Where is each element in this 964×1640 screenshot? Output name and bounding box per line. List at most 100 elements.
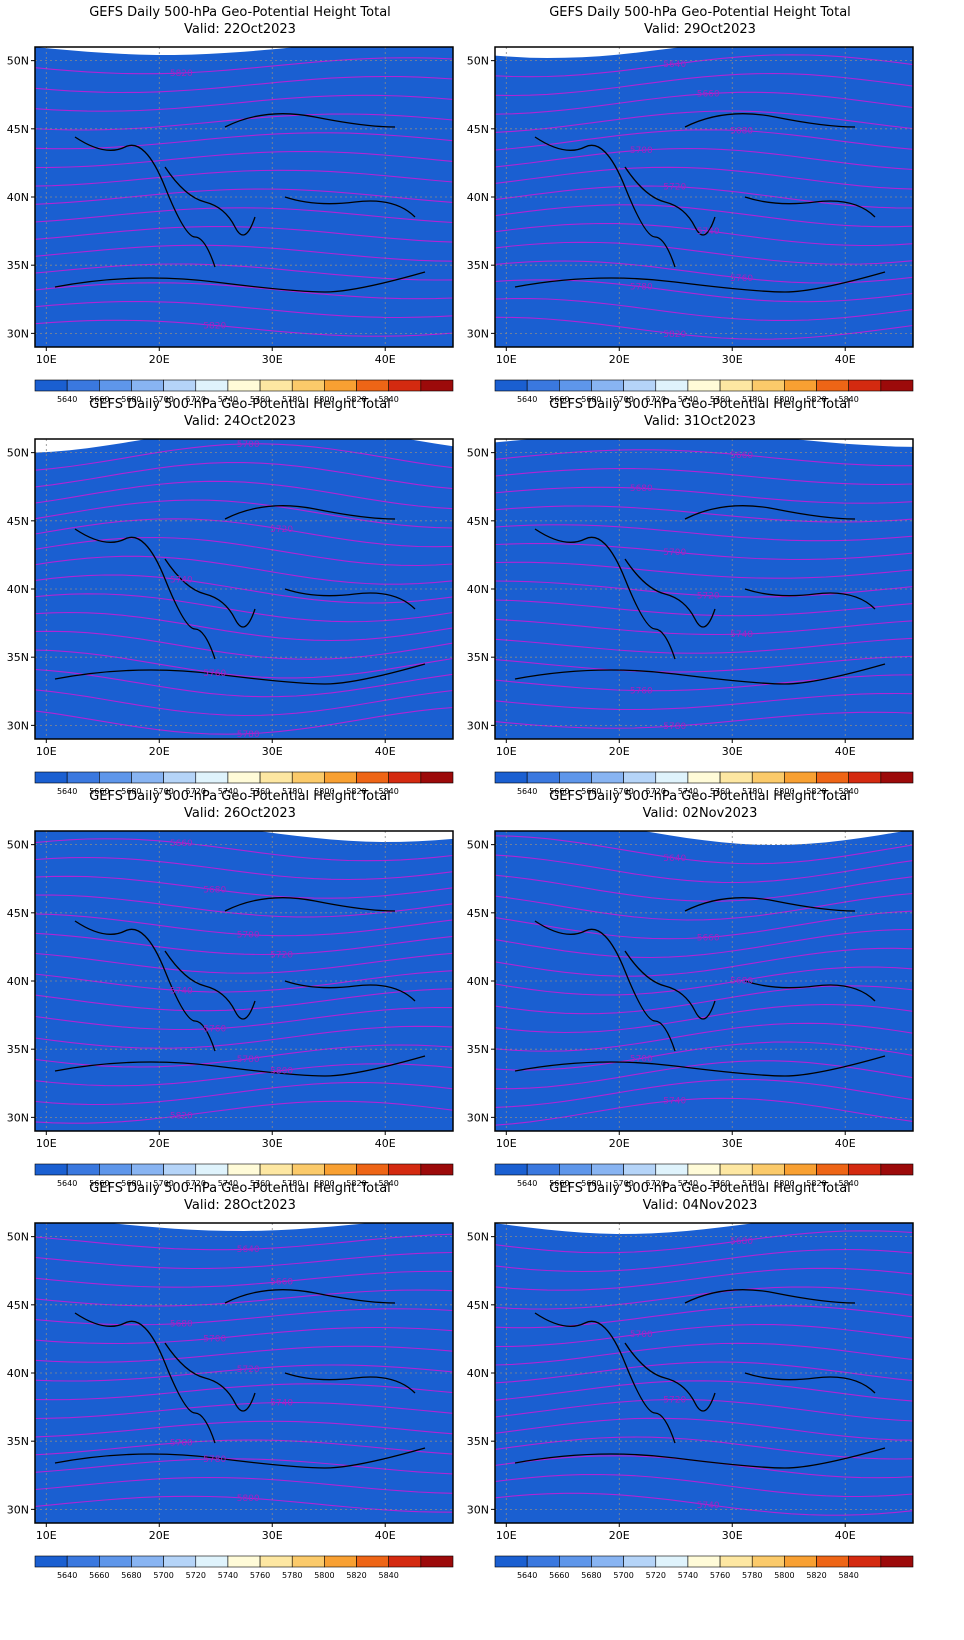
contour-line bbox=[35, 1495, 453, 1513]
contour-line bbox=[495, 110, 913, 133]
contour-label: 5640 bbox=[663, 854, 686, 864]
colorbar-label: 5760 bbox=[710, 1571, 730, 1580]
contour-label: 5700 bbox=[237, 440, 260, 450]
coastline bbox=[514, 1289, 886, 1469]
panel-valid-date: Valid: 28Oct2023 bbox=[184, 1198, 296, 1213]
contour-line bbox=[35, 207, 453, 224]
panel-title: GEFS Daily 500-hPa Geo-Potential Height … bbox=[89, 1181, 391, 1196]
contour-line bbox=[495, 1492, 913, 1516]
colorbar-label: 5780 bbox=[282, 395, 302, 404]
colorbar-swatch bbox=[324, 1555, 357, 1568]
colorbar-label: 5820 bbox=[346, 787, 366, 796]
contour-label: 5740 bbox=[697, 227, 720, 237]
colorbar-swatch bbox=[131, 1163, 164, 1176]
x-tick-label: 30E bbox=[262, 1137, 283, 1150]
colorbar: 5640 5660 5680 5700 5720 5740 5760 5780 5800 5820… bbox=[34, 1555, 454, 1580]
contour-line bbox=[35, 1063, 453, 1087]
colorbar-label: 5800 bbox=[774, 1179, 794, 1188]
colorbar-label: 5660 bbox=[549, 1179, 569, 1188]
x-tick-label: 40E bbox=[835, 1529, 856, 1542]
map-panel: GEFS Daily 500-hPa Geo-Potential Height … bbox=[460, 1176, 940, 1586]
colorbar-label: 5780 bbox=[742, 1571, 762, 1580]
contour-line bbox=[35, 649, 453, 679]
colorbar-swatch bbox=[131, 1555, 164, 1568]
colorbar-swatch bbox=[816, 771, 849, 784]
colorbar-label: 5740 bbox=[678, 1179, 698, 1188]
colorbar-label: 5720 bbox=[646, 1179, 666, 1188]
contour-line bbox=[35, 856, 453, 881]
y-tick-label: 45N bbox=[7, 515, 29, 528]
colorbar-label: 5720 bbox=[646, 395, 666, 404]
contour-label: 5680 bbox=[170, 1320, 193, 1330]
colorbar-label: 5820 bbox=[806, 787, 826, 796]
colorbar-swatch bbox=[420, 1163, 454, 1176]
colorbar-label: 5640 bbox=[57, 787, 77, 796]
coastline bbox=[54, 113, 426, 293]
colorbar-label: 5700 bbox=[153, 1179, 173, 1188]
colorbar-swatch bbox=[526, 1163, 560, 1176]
contour-label: 5680 bbox=[730, 127, 753, 137]
contour-line bbox=[35, 988, 453, 1012]
x-tick-label: 30E bbox=[722, 353, 743, 366]
panel-title: GEFS Daily 500-hPa Geo-Potential Height … bbox=[89, 789, 391, 804]
colorbar-label: 5680 bbox=[121, 1179, 141, 1188]
contour-label: 5820 bbox=[170, 1112, 193, 1122]
contour-line bbox=[495, 711, 913, 729]
colorbar-swatch bbox=[591, 379, 624, 392]
contour-line bbox=[495, 599, 913, 617]
contour-label: 5680 bbox=[730, 976, 753, 986]
colorbar-swatch bbox=[526, 771, 560, 784]
colorbar-label: 5740 bbox=[678, 395, 698, 404]
colorbar-label: 5820 bbox=[806, 1179, 826, 1188]
height-field-map: 5640 5660 5680 5700 5720 5740 5760 5780 5820 50N 4… bbox=[467, 46, 914, 366]
colorbar-label: 5640 bbox=[57, 395, 77, 404]
contour-line bbox=[495, 1286, 913, 1310]
colorbar-swatch bbox=[623, 1163, 657, 1176]
colorbar-label: 5680 bbox=[121, 395, 141, 404]
colorbar-swatch bbox=[66, 1163, 100, 1176]
colorbar-swatch bbox=[66, 771, 100, 784]
contour-label: 5780 bbox=[663, 722, 686, 732]
colorbar-label: 5800 bbox=[314, 395, 334, 404]
x-tick-label: 30E bbox=[722, 745, 743, 758]
colorbar-swatch bbox=[848, 379, 882, 392]
colorbar-swatch bbox=[227, 1555, 261, 1568]
contour-line bbox=[495, 505, 913, 523]
y-tick-label: 45N bbox=[467, 515, 489, 528]
panel-valid-date: Valid: 26Oct2023 bbox=[184, 806, 296, 821]
y-tick-label: 30N bbox=[7, 1111, 29, 1124]
contour-label: 5680 bbox=[203, 886, 226, 896]
colorbar-label: 5840 bbox=[379, 395, 399, 404]
height-field-map: 5680 5700 5720 5740 50N 45N 40N 35N 30N 10E 20E 30E… bbox=[467, 1222, 914, 1542]
contour-line bbox=[495, 1323, 913, 1348]
contour-line bbox=[495, 147, 913, 171]
contour-line bbox=[35, 970, 453, 993]
x-tick-label: 10E bbox=[36, 1529, 57, 1542]
colorbar-swatch bbox=[751, 379, 785, 392]
colorbar-swatch bbox=[687, 1555, 721, 1568]
colorbar-label: 5780 bbox=[282, 787, 302, 796]
contour-label: 5660 bbox=[730, 451, 753, 461]
contour-label: 5820 bbox=[663, 330, 686, 340]
contour-line bbox=[495, 185, 913, 209]
contour-line bbox=[495, 1022, 913, 1052]
map-panel: GEFS Daily 500-hPa Geo-Potential Height … bbox=[460, 0, 940, 410]
contour-line bbox=[35, 1081, 453, 1106]
contour-label: 5700 bbox=[237, 931, 260, 941]
colorbar-label: 5700 bbox=[613, 395, 633, 404]
colorbar-swatch bbox=[291, 1555, 325, 1568]
contour-line bbox=[35, 838, 453, 862]
contour-line bbox=[495, 1097, 913, 1126]
contour-line bbox=[495, 1380, 913, 1402]
colorbar-swatch bbox=[719, 1555, 753, 1568]
x-tick-label: 10E bbox=[496, 353, 517, 366]
colorbar-label: 5700 bbox=[153, 395, 173, 404]
contour-line bbox=[495, 1003, 913, 1034]
map-panel: GEFS Daily 500-hPa Geo-Potential Height … bbox=[460, 392, 940, 802]
colorbar-swatch bbox=[751, 771, 785, 784]
height-band bbox=[35, 1223, 453, 1523]
panel-title: GEFS Daily 500-hPa Geo-Potential Height … bbox=[89, 397, 391, 412]
colorbar-label: 5720 bbox=[186, 395, 206, 404]
y-tick-label: 40N bbox=[467, 191, 489, 204]
colorbar-swatch bbox=[559, 1163, 592, 1176]
